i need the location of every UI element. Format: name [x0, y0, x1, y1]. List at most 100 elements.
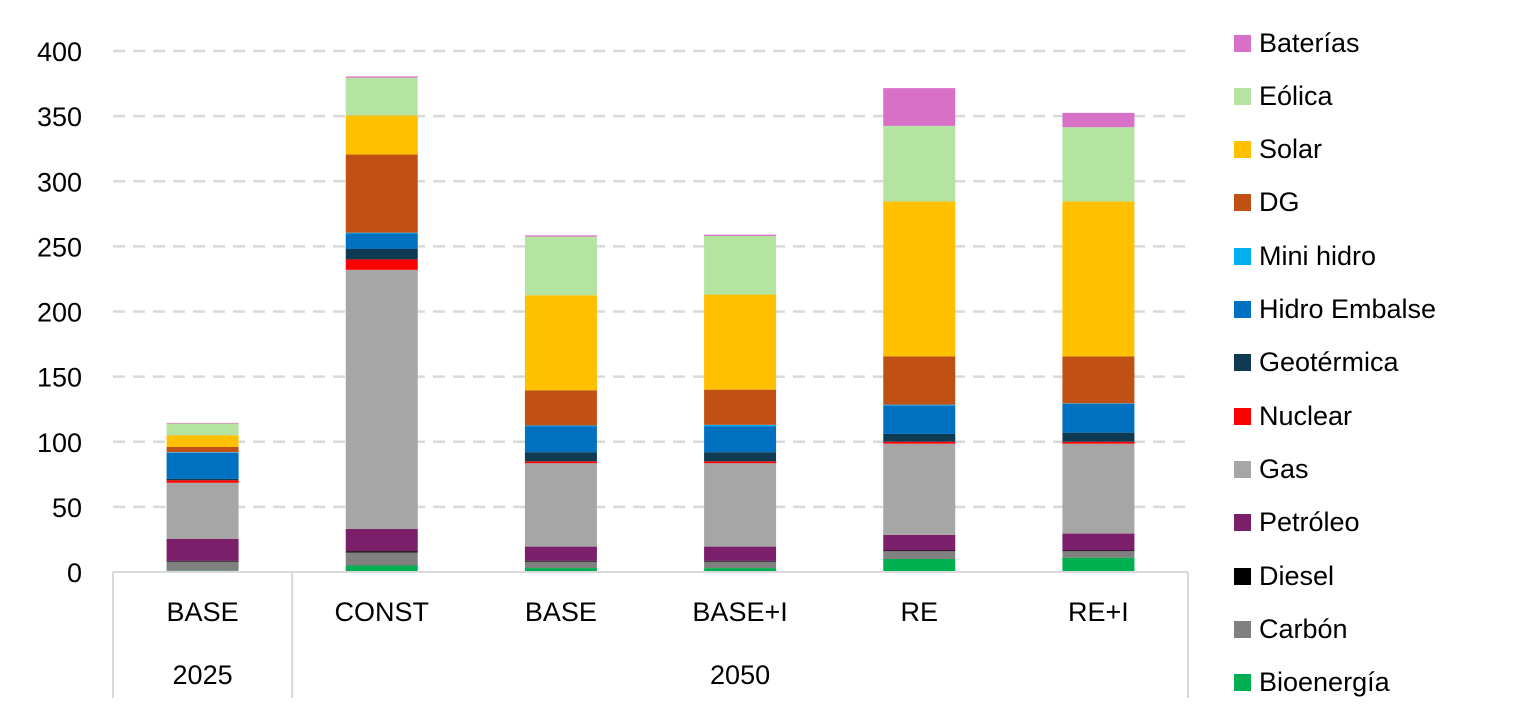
bar-segment — [345, 115, 418, 155]
y-tick-label: 250 — [37, 232, 82, 262]
legend-swatch — [1234, 514, 1251, 532]
bar-stack — [166, 422, 239, 572]
y-tick-label: 150 — [37, 363, 82, 393]
legend-label: Geotérmica — [1259, 347, 1399, 378]
legend-item: Diesel — [1234, 561, 1334, 591]
bar-segment — [883, 405, 956, 434]
bar-segment — [704, 561, 777, 569]
bar-segment — [524, 425, 597, 427]
y-tick-label: 350 — [37, 102, 82, 132]
bar-segment — [704, 389, 777, 425]
y-axis-tick-labels: 0 50 100 150 200 250 300 350 400 — [37, 37, 82, 588]
x-tick-label: RE — [900, 597, 938, 627]
legend-swatch — [1234, 194, 1251, 212]
bar-segment — [1062, 403, 1135, 433]
bar-stack — [883, 88, 956, 572]
bar-segment — [166, 423, 239, 436]
bar-segment — [1062, 550, 1135, 552]
bar-segment — [524, 236, 597, 296]
bar-segment — [883, 534, 956, 551]
legend-swatch — [1234, 34, 1251, 52]
legend-swatch — [1234, 460, 1251, 478]
bar-segment — [166, 422, 239, 424]
legend-swatch — [1234, 141, 1251, 159]
bar-segment — [345, 529, 418, 552]
bar-segment — [524, 546, 597, 561]
legend-item: Gas — [1234, 454, 1309, 484]
legend-swatch — [1234, 301, 1251, 318]
bar-segment — [1062, 403, 1135, 404]
legend-label: Gas — [1259, 453, 1309, 484]
bar-segment — [345, 259, 418, 270]
bar-segment — [166, 452, 239, 453]
bar-segment — [524, 390, 597, 426]
bar-segment — [345, 552, 418, 566]
bar-segment — [345, 232, 418, 234]
bar-segment — [1062, 533, 1135, 551]
legend-item: Hidro Embalse — [1234, 294, 1437, 325]
x-tick-label: BASE — [525, 597, 597, 627]
y-tick-label: 200 — [37, 298, 82, 328]
legend-label: Diesel — [1259, 560, 1335, 591]
bar-segment — [524, 461, 597, 464]
bar-segment — [704, 546, 777, 561]
bar-segment — [883, 88, 956, 126]
bar-segment — [704, 452, 777, 462]
bar-segment — [1062, 557, 1135, 572]
legend-swatch — [1234, 674, 1251, 692]
legend-label: Solar — [1259, 134, 1323, 165]
legend-swatch — [1234, 247, 1251, 265]
legend-label: Baterías — [1259, 27, 1360, 58]
bar-segment — [166, 480, 239, 483]
legend-label: DG — [1259, 187, 1300, 218]
bar-segment — [1062, 432, 1135, 442]
legend-swatch — [1234, 407, 1251, 425]
bar-segment — [883, 404, 956, 406]
bar-segment — [1062, 127, 1135, 202]
bar-segment — [524, 568, 597, 572]
legend-item: Eólica — [1234, 81, 1333, 111]
y-tick-label: 300 — [37, 167, 82, 197]
legend-item: Carbón — [1234, 614, 1348, 644]
bar-segment — [524, 295, 597, 391]
legend-label: Nuclear — [1259, 400, 1353, 431]
bar-segment — [1062, 441, 1135, 444]
y-tick-label: 0 — [67, 558, 82, 588]
x-axis-category-labels: BASE CONST BASE BASE+I RE RE+I — [167, 597, 1129, 627]
bar-segment — [883, 125, 956, 202]
bar-segment — [345, 77, 418, 116]
bar-segment — [1062, 112, 1135, 128]
x-tick-label: CONST — [335, 597, 430, 627]
bar-stack — [1062, 112, 1135, 572]
bar-segment — [345, 565, 418, 572]
bar-segment — [704, 560, 777, 562]
bar-segment — [166, 482, 239, 539]
bar-segment — [883, 441, 956, 444]
legend-label: Eólica — [1259, 80, 1333, 111]
legend-swatch — [1234, 567, 1251, 585]
legend-label: Hidro Embalse — [1259, 294, 1437, 324]
bar-segment — [166, 452, 239, 479]
legend-item: Mini hidro — [1234, 241, 1376, 271]
bar-segment — [345, 269, 418, 530]
bar-segment — [524, 235, 597, 237]
bar-segment — [883, 550, 956, 552]
bar-segment — [1062, 356, 1135, 404]
bar-segment — [883, 443, 956, 535]
bar-stack — [345, 76, 418, 572]
bar-segment — [704, 424, 777, 427]
legend-item: Petróleo — [1234, 507, 1360, 538]
x-group-label: 2050 — [710, 660, 770, 690]
bar-segment — [524, 452, 597, 462]
bar-segment — [524, 426, 597, 453]
bar-segment — [524, 560, 597, 562]
bar-segment — [883, 356, 956, 405]
legend-label: Bioenergía — [1259, 667, 1390, 698]
bar-segment — [345, 551, 418, 553]
legend-item: Nuclear — [1234, 401, 1352, 431]
bar-segment — [166, 538, 239, 561]
legend-label: Mini hidro — [1259, 240, 1377, 271]
y-tick-label: 50 — [52, 493, 82, 523]
bar-segment — [166, 560, 239, 562]
y-tick-label: 100 — [37, 428, 82, 458]
